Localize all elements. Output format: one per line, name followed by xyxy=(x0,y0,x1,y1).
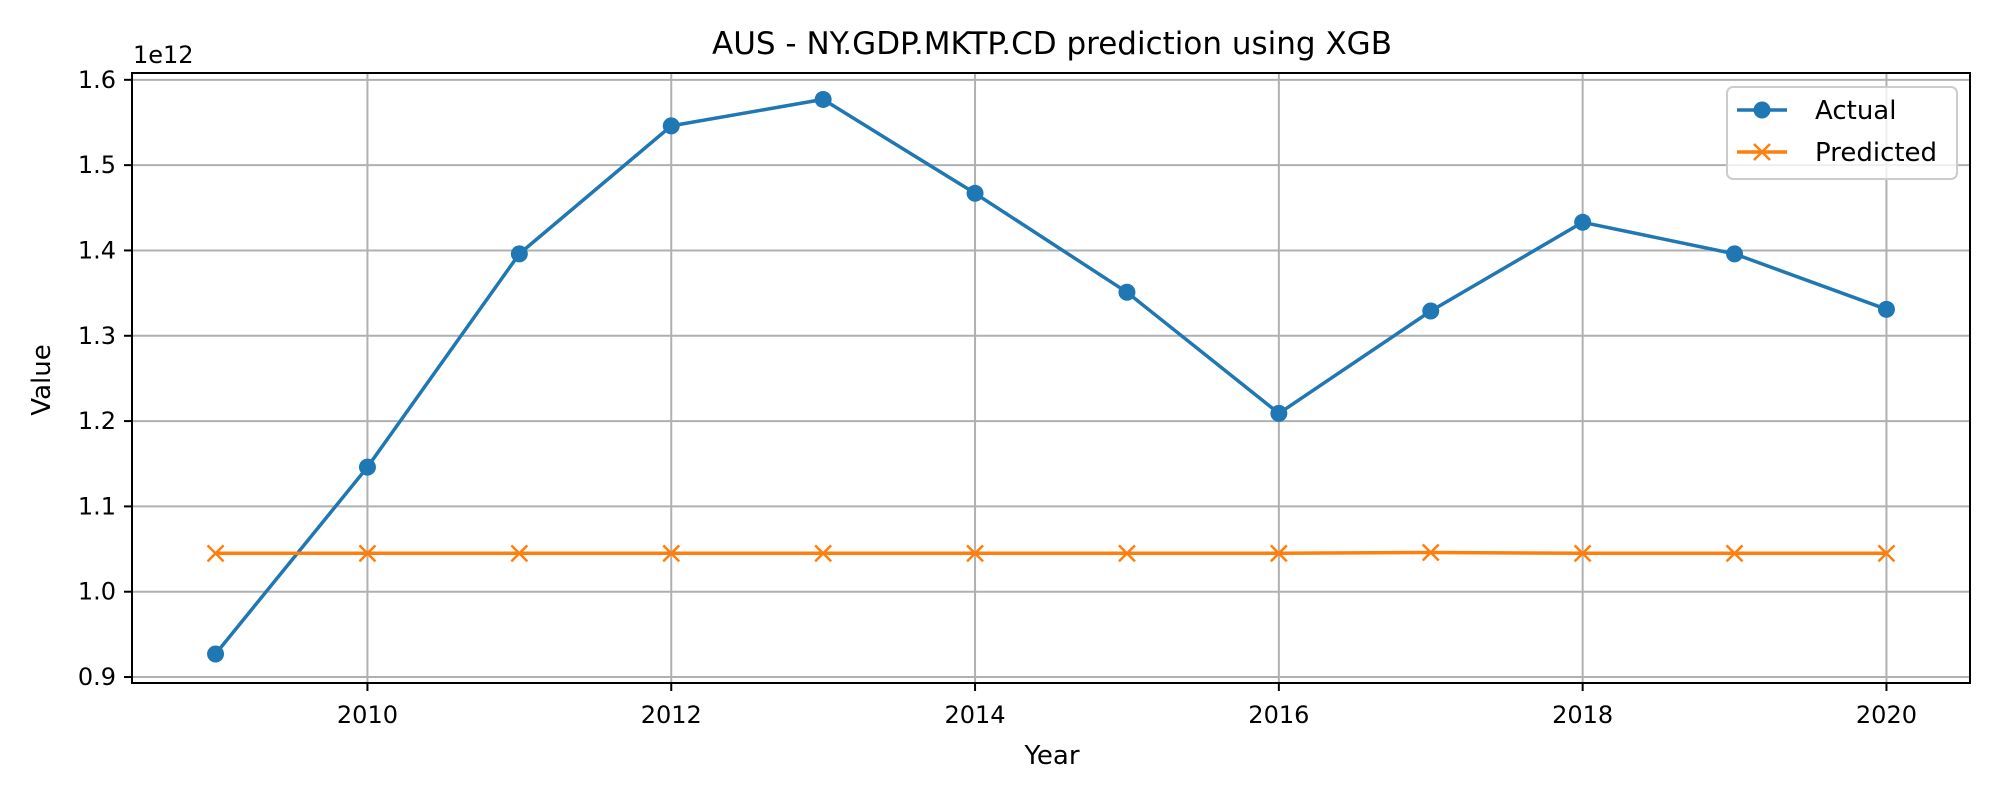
actual-point xyxy=(510,245,528,263)
y-tick-label: 1.4 xyxy=(78,236,116,264)
y-axis-label: Value xyxy=(27,344,57,415)
ticks xyxy=(124,78,1888,691)
actual-point xyxy=(1877,300,1895,318)
x-tick-label: 2018 xyxy=(1552,701,1613,729)
actual-point xyxy=(1726,245,1744,263)
y-tick-label: 1.5 xyxy=(78,151,116,179)
predicted-point xyxy=(966,544,984,563)
predicted-point xyxy=(1118,544,1136,563)
x-tick-label: 2010 xyxy=(337,701,398,729)
predicted-point xyxy=(206,544,225,563)
actual-point xyxy=(966,184,984,202)
y-tick-label: 0.9 xyxy=(78,663,116,691)
grid xyxy=(132,73,1970,683)
actual-point xyxy=(207,645,225,663)
legend-actual-marker xyxy=(1753,101,1771,119)
actual-point xyxy=(358,458,376,476)
tick-labels: 2010 2012 2014 2016 2018 2020 0.9 1.0 1.1 1.2 1.3 1… xyxy=(78,66,1917,729)
x-tick-label: 2016 xyxy=(1248,701,1309,729)
x-tick-label: 2020 xyxy=(1856,701,1917,729)
x-axis-label: Year xyxy=(1023,741,1079,771)
x-tick-label: 2014 xyxy=(945,701,1006,729)
legend-predicted-marker xyxy=(1753,143,1771,161)
actual-point xyxy=(662,117,680,135)
plot-frame xyxy=(131,72,1971,684)
actual-point xyxy=(1270,404,1288,422)
predicted-point xyxy=(1877,544,1896,563)
actual-point xyxy=(1422,302,1440,320)
predicted-point xyxy=(1573,544,1592,563)
y-tick-label: 1.3 xyxy=(78,322,116,350)
predicted-point xyxy=(1725,544,1744,563)
legend: Actual Predicted xyxy=(1726,86,1958,180)
predicted-point xyxy=(814,544,833,563)
predicted-point xyxy=(510,544,529,563)
actual-point xyxy=(1574,213,1592,231)
predicted-point xyxy=(1421,543,1440,562)
legend-predicted-label: Predicted xyxy=(1815,138,1937,168)
actual-point xyxy=(814,90,832,108)
predicted-point xyxy=(662,544,681,563)
y-tick-label: 1.0 xyxy=(78,578,116,606)
series-layer xyxy=(206,90,1896,663)
y-tick-label: 1.6 xyxy=(78,66,116,94)
actual-series-line xyxy=(214,97,1888,656)
predicted-point xyxy=(1269,544,1288,563)
y-offset-label: 1e12 xyxy=(133,41,194,69)
chart-title: AUS - NY.GDP.MKTP.CD prediction using XG… xyxy=(712,26,1392,62)
predicted-series-line xyxy=(215,550,1887,556)
predicted-point xyxy=(358,544,377,563)
legend-actual-label: Actual xyxy=(1815,96,1896,126)
x-tick-label: 2012 xyxy=(641,701,702,729)
y-tick-label: 1.1 xyxy=(78,492,116,520)
actual-point xyxy=(1118,283,1136,301)
y-tick-label: 1.2 xyxy=(78,407,116,435)
